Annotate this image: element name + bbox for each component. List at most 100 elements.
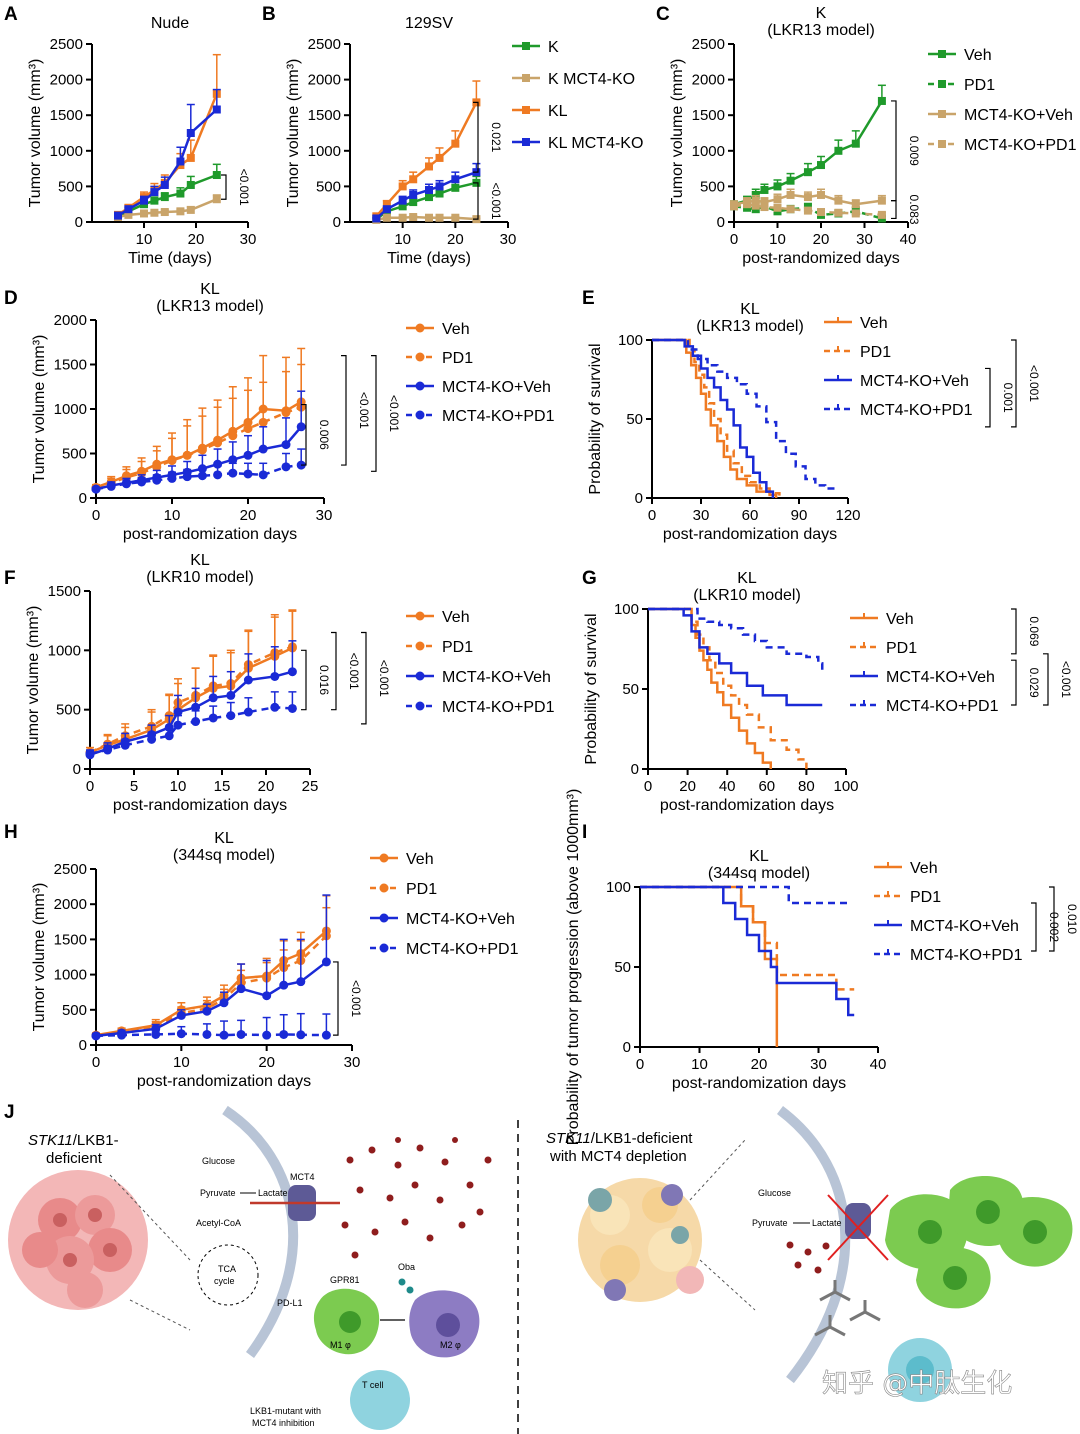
panel-letter-h: H — [4, 822, 18, 843]
legend-marker — [415, 671, 425, 681]
data-point — [160, 180, 169, 189]
x-tick-label: 30 — [240, 231, 257, 248]
x-tick-label: 10 — [136, 231, 153, 248]
chart-subtitle: (344sq model) — [173, 847, 275, 864]
data-point — [398, 182, 407, 191]
lactate-molecules-right — [786, 1241, 830, 1274]
survival-curve — [640, 885, 779, 1047]
data-point — [150, 208, 159, 217]
legend-label: MCT4-KO+Veh — [886, 669, 995, 686]
data-point — [398, 202, 407, 211]
x-tick-label: 30 — [500, 231, 517, 248]
data-point — [786, 190, 795, 199]
x-tick-label: 10 — [394, 231, 411, 248]
x-tick-label: 10 — [173, 1054, 190, 1071]
chart-title: KL — [200, 281, 220, 298]
survival-curve — [640, 885, 855, 1017]
series-line — [95, 960, 328, 1038]
data-point — [137, 477, 147, 487]
label-m1: M1 φ — [330, 1340, 351, 1350]
p-value-label: <0.001 — [489, 182, 503, 219]
x-tick-label: 20 — [813, 231, 830, 248]
data-point — [743, 200, 752, 209]
legend-item: MCT4-KO+Veh — [406, 669, 551, 686]
p-value-bracket: <0.001 — [1011, 339, 1041, 428]
series-pd1 — [85, 610, 297, 757]
x-tick-label: 0 — [644, 778, 652, 795]
p-value-bracket: <0.001 — [341, 355, 371, 466]
label-cycle: cycle — [214, 1276, 235, 1286]
y-tick-label: 0 — [631, 761, 639, 778]
data-point — [817, 161, 825, 170]
data-point — [212, 171, 221, 180]
x-tick-label: 60 — [742, 507, 759, 524]
data-point — [120, 740, 130, 750]
legend-label: MCT4-KO+PD1 — [442, 408, 555, 425]
legend-item: Veh — [928, 47, 992, 64]
data-point — [213, 470, 223, 480]
mct4-depleted-tumor-illustration — [578, 1178, 704, 1302]
series-veh — [730, 84, 886, 209]
y-tick-label: 1000 — [50, 143, 83, 160]
p-value-label: 0.001 — [1001, 383, 1015, 413]
legend-label: KL — [548, 103, 568, 120]
label-footnote-1: LKB1-mutant with — [250, 1406, 321, 1416]
data-point — [186, 153, 195, 162]
legend-item: Veh — [406, 609, 470, 626]
data-point — [160, 193, 169, 202]
data-point — [409, 198, 418, 207]
legend-marker — [415, 641, 425, 651]
series-line — [89, 670, 293, 756]
data-point — [151, 1029, 161, 1039]
legend-marker — [415, 611, 425, 621]
series-pd1 — [91, 906, 331, 1040]
legend-item: KL MCT4-KO — [512, 135, 643, 152]
p-value-label: <0.001 — [377, 660, 391, 697]
panel-a: A Nude 0 500 1000 1500 2000 2500 10 20 30 Time (day… — [4, 4, 256, 267]
survival-curve — [652, 338, 781, 498]
x-tick-label: 30 — [856, 231, 873, 248]
m1-macrophages-right — [885, 1175, 1073, 1309]
panel-e: E KL(LKR13 model) 0 50 100 0 30 60 90 120 post-ran… — [582, 288, 1041, 543]
data-point — [176, 189, 185, 198]
data-point — [186, 205, 195, 214]
chart-subtitle: (LKR13 model) — [696, 318, 804, 335]
data-point — [208, 713, 218, 723]
p-value-label: 0.009 — [907, 136, 921, 166]
data-point — [751, 201, 760, 210]
y-tick-label: 100 — [614, 601, 639, 618]
series-mct4-ko-veh — [91, 390, 306, 494]
panel-letter-e: E — [582, 288, 595, 309]
tca-cycle-circle — [197, 1244, 259, 1306]
data-point — [270, 671, 280, 681]
legend-label: MCT4-KO+Veh — [406, 911, 515, 928]
data-point — [186, 180, 195, 189]
y-tick-label: 2000 — [692, 72, 725, 89]
series-line — [89, 706, 293, 755]
series-line — [95, 934, 328, 1037]
x-tick-label: 20 — [240, 507, 257, 524]
y-tick-label: 100 — [606, 879, 631, 896]
cell-membrane-right — [776, 1106, 851, 1384]
legend-item: PD1 — [850, 640, 917, 657]
legend-marker — [379, 883, 389, 893]
series-mct4-ko-veh — [91, 894, 331, 1041]
data-point — [202, 1029, 212, 1039]
legend-item: PD1 — [406, 639, 473, 656]
p-value-bracket: <0.001 — [473, 182, 503, 220]
p-value-label: 0.016 — [317, 665, 331, 695]
legend-label: MCT4-KO+PD1 — [442, 699, 555, 716]
series-line — [733, 202, 882, 217]
watermark: 知乎 @中肽生化 — [822, 1369, 1012, 1399]
legend-item: MCT4-KO+PD1 — [928, 137, 1077, 154]
legend-label: PD1 — [406, 881, 437, 898]
bracket-line — [1011, 339, 1017, 428]
legend-label: PD1 — [860, 344, 891, 361]
data-point — [186, 129, 195, 137]
data-point — [91, 484, 101, 494]
series-mct4-ko-pd1 — [85, 691, 297, 759]
y-tick-label: 1000 — [54, 967, 87, 984]
bracket-line — [473, 182, 479, 220]
data-point — [296, 977, 306, 987]
